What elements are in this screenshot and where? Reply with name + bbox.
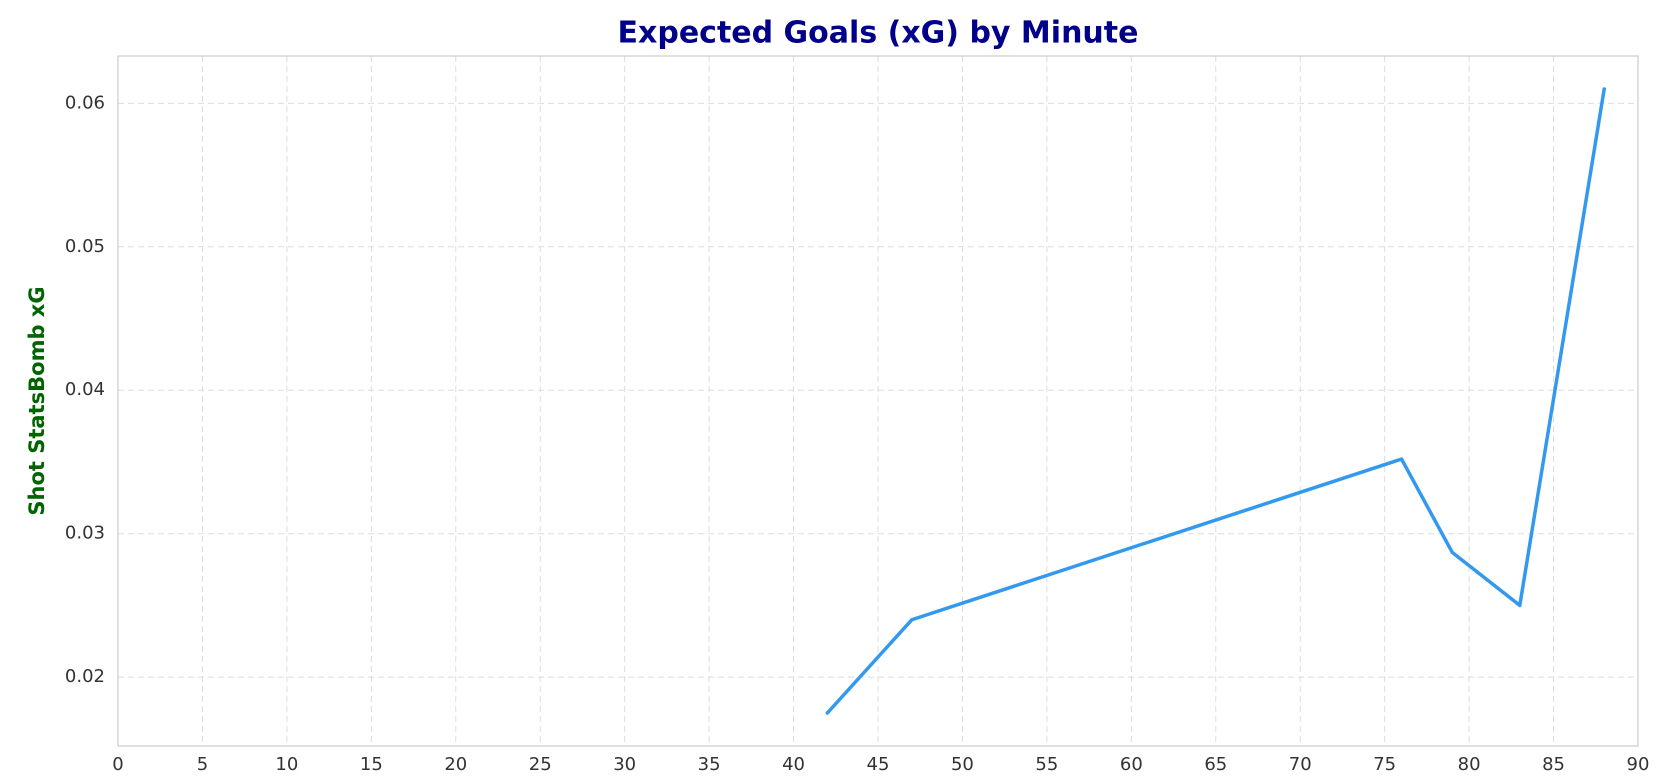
xg-data-point (1450, 550, 1454, 554)
x-tick-label: 0 (112, 754, 123, 775)
x-tick-label: 25 (529, 754, 552, 775)
y-tick-label: 0.06 (65, 92, 105, 113)
x-tick-label: 90 (1627, 754, 1650, 775)
xg-data-point (1399, 457, 1404, 461)
x-tick-label: 50 (951, 754, 974, 775)
x-tick-label: 70 (1289, 754, 1312, 775)
y-tick-label: 0.03 (65, 523, 105, 544)
xg-data-point (1518, 603, 1522, 608)
x-tick-label: 75 (1373, 754, 1396, 775)
x-tick-label: 5 (197, 754, 208, 775)
y-axis-label: Shot StatsBomb xG (25, 286, 49, 515)
xg-series-line (825, 87, 1606, 715)
x-tick-label: 20 (444, 754, 467, 775)
plot-frame (117, 55, 1639, 747)
chart-title: Expected Goals (xG) by Minute (618, 16, 1139, 51)
series-layer (825, 87, 1606, 715)
x-tick-label: 40 (782, 754, 805, 775)
x-tick-label: 30 (613, 754, 636, 775)
x-tick-label: 85 (1542, 754, 1565, 775)
x-tick-label: 15 (360, 754, 383, 775)
x-tick-label: 35 (698, 754, 721, 775)
x-tick-label: 45 (867, 754, 890, 775)
x-tick-labels: 0 5 10 15 20 25 30 35 40 45 50 55 60 65 70 75 80 85 90 (112, 754, 1649, 775)
x-tick-label: 65 (1204, 754, 1227, 775)
xg-data-point (825, 711, 829, 715)
y-tick-label: 0.05 (65, 236, 105, 257)
grid (118, 56, 1638, 746)
xg-data-point (910, 618, 914, 622)
y-tick-labels: 0.02 0.03 0.04 0.05 0.06 (65, 92, 105, 687)
x-tick-label: 55 (1035, 754, 1058, 775)
x-tick-label: 10 (275, 754, 298, 775)
xg-data-point (1602, 87, 1606, 91)
x-tick-label: 60 (1120, 754, 1143, 775)
x-tick-label: 80 (1458, 754, 1481, 775)
y-tick-label: 0.04 (65, 379, 105, 400)
y-tick-label: 0.02 (65, 666, 105, 687)
